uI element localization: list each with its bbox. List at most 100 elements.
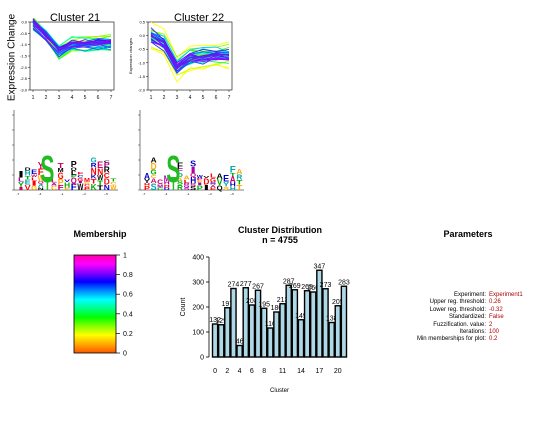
x-tick-label: 6	[97, 95, 100, 101]
bar-value-label: 277	[240, 281, 252, 288]
logo-letter: H	[64, 180, 70, 189]
logo-letter: T	[236, 179, 242, 186]
member-profile-line	[150, 32, 230, 63]
y-tick-label: -1.5	[138, 74, 146, 79]
bar-value-label: 180	[271, 305, 283, 312]
bar-value-label: 347	[314, 263, 326, 270]
logo-letter: F	[58, 185, 64, 192]
logo-letter: S	[184, 187, 192, 191]
parameter-row: Lower reg. threshold: -0.32	[396, 307, 546, 314]
parameter-value: 0.2	[489, 336, 498, 343]
bar	[291, 289, 299, 358]
logo-letter: G	[91, 157, 98, 164]
profile-plot-21: 0.0 -0.5 -1.0 -1.5 -2.0 -2.5 -3.0 1 2 3 4 5 6 7	[20, 18, 115, 101]
logo-letter: A	[38, 183, 45, 189]
parameter-value: -0.32	[489, 306, 503, 313]
logo-letter: W	[31, 174, 38, 178]
parameter-key: Lower reg. threshold:	[429, 306, 486, 313]
logo-letter: E	[31, 169, 38, 176]
logo-x-tick: -1	[61, 192, 64, 196]
logo-letter: N	[91, 166, 97, 177]
bar-value-label: 195	[258, 301, 270, 308]
logo-letter: L	[51, 179, 58, 185]
member-profile-line	[150, 41, 230, 69]
bar	[236, 344, 243, 358]
profile-title-22: Cluster 22	[174, 12, 225, 24]
bar-value-label: 213	[277, 297, 289, 304]
logo-letter: K	[91, 175, 98, 181]
colorbar-tick-label: 0.8	[123, 272, 133, 279]
colorbar-tick-label: 0.4	[123, 311, 133, 318]
member-profile-line	[32, 29, 112, 56]
logo-letter: C	[104, 171, 111, 180]
y-tick-label: 0.0	[139, 33, 145, 38]
parameter-key: Fuzzification. value:	[433, 321, 486, 328]
logo-letter: E	[223, 173, 229, 183]
logo-letter: F	[177, 161, 183, 170]
member-profile-line	[150, 47, 230, 83]
bar-value-label: 287	[283, 278, 295, 285]
logo-letter: S	[223, 186, 230, 192]
logo-x-tick: -7	[143, 192, 146, 196]
logo-letter: H	[25, 171, 31, 178]
logo-letter: A	[236, 167, 243, 176]
bar	[328, 321, 335, 358]
logo-letter: T	[230, 172, 236, 178]
y-tick-label: 300	[192, 280, 204, 287]
bar-value-label: 149	[295, 313, 307, 320]
logo-letter: E	[210, 187, 217, 191]
logo-letter: C	[51, 186, 58, 192]
logo-letter: T	[97, 179, 104, 187]
logo-letter: W	[77, 182, 83, 192]
logo-letter: A	[184, 176, 190, 182]
y-tick-label: 0	[200, 355, 204, 362]
parameter-key: Standardized:	[448, 314, 486, 321]
bar-value-label: 267	[252, 283, 264, 290]
parameter-row: Standardized: False	[396, 314, 546, 321]
logo-letter: F	[38, 167, 44, 177]
parameter-value: Experiment1	[489, 292, 523, 298]
sequence-logo-22: PHYASACGDACMCDHHMRSKDFFSGRLASSHQISPIFPWI…	[138, 110, 244, 196]
bar	[309, 291, 317, 358]
logo-letter: Q	[217, 185, 223, 192]
logo-letter: I	[77, 180, 84, 184]
y-tick-label: -2.0	[20, 65, 28, 70]
member-profile-line	[32, 20, 112, 48]
logo-letter: F	[77, 171, 83, 175]
x-tick-label: 17	[315, 368, 323, 375]
parameter-row: Iterations: 100	[396, 329, 546, 336]
logo-letter: P	[71, 160, 77, 169]
bar	[273, 311, 280, 358]
member-profile-line	[150, 27, 230, 64]
x-tick-label: 5	[84, 95, 87, 101]
logo-letter: R	[91, 162, 97, 169]
logo-x-tick: --5	[230, 192, 234, 196]
logo-letter: R	[177, 183, 184, 192]
bar	[254, 289, 262, 358]
logo-letter: I	[31, 180, 38, 187]
logo-main-letter: S	[40, 148, 54, 191]
logo-letter: S	[190, 183, 198, 187]
logo-letter: S	[190, 160, 197, 169]
profile-title-21: Cluster 21	[50, 12, 101, 24]
logo-letter: P	[84, 186, 90, 191]
y-tick-label: 400	[192, 255, 204, 262]
logo-letter: C	[110, 181, 117, 185]
x-tick-label: 7	[228, 95, 231, 101]
parameter-row: Upper reg. threshold: 0.26	[396, 299, 546, 306]
colorbar-tick-label: 0.6	[123, 292, 133, 299]
logo-letter: R	[236, 173, 242, 182]
bar-value-label: 129	[215, 318, 227, 325]
bar	[217, 324, 225, 358]
y-tick-label: -3.0	[20, 88, 28, 93]
logo-letter: A	[217, 171, 223, 180]
logo-letter: V	[25, 183, 31, 192]
colorbar-tick-label: 1	[123, 253, 127, 260]
logo-letter: I	[203, 183, 209, 192]
parameter-key: Min memberships for plot:	[416, 336, 486, 343]
x-tick-label: 6	[215, 95, 218, 101]
logo-letter: V	[217, 177, 224, 187]
logo-letter: M	[157, 183, 164, 188]
bar-value-label: 269	[289, 283, 301, 290]
bar-value-label: 260	[307, 285, 319, 292]
